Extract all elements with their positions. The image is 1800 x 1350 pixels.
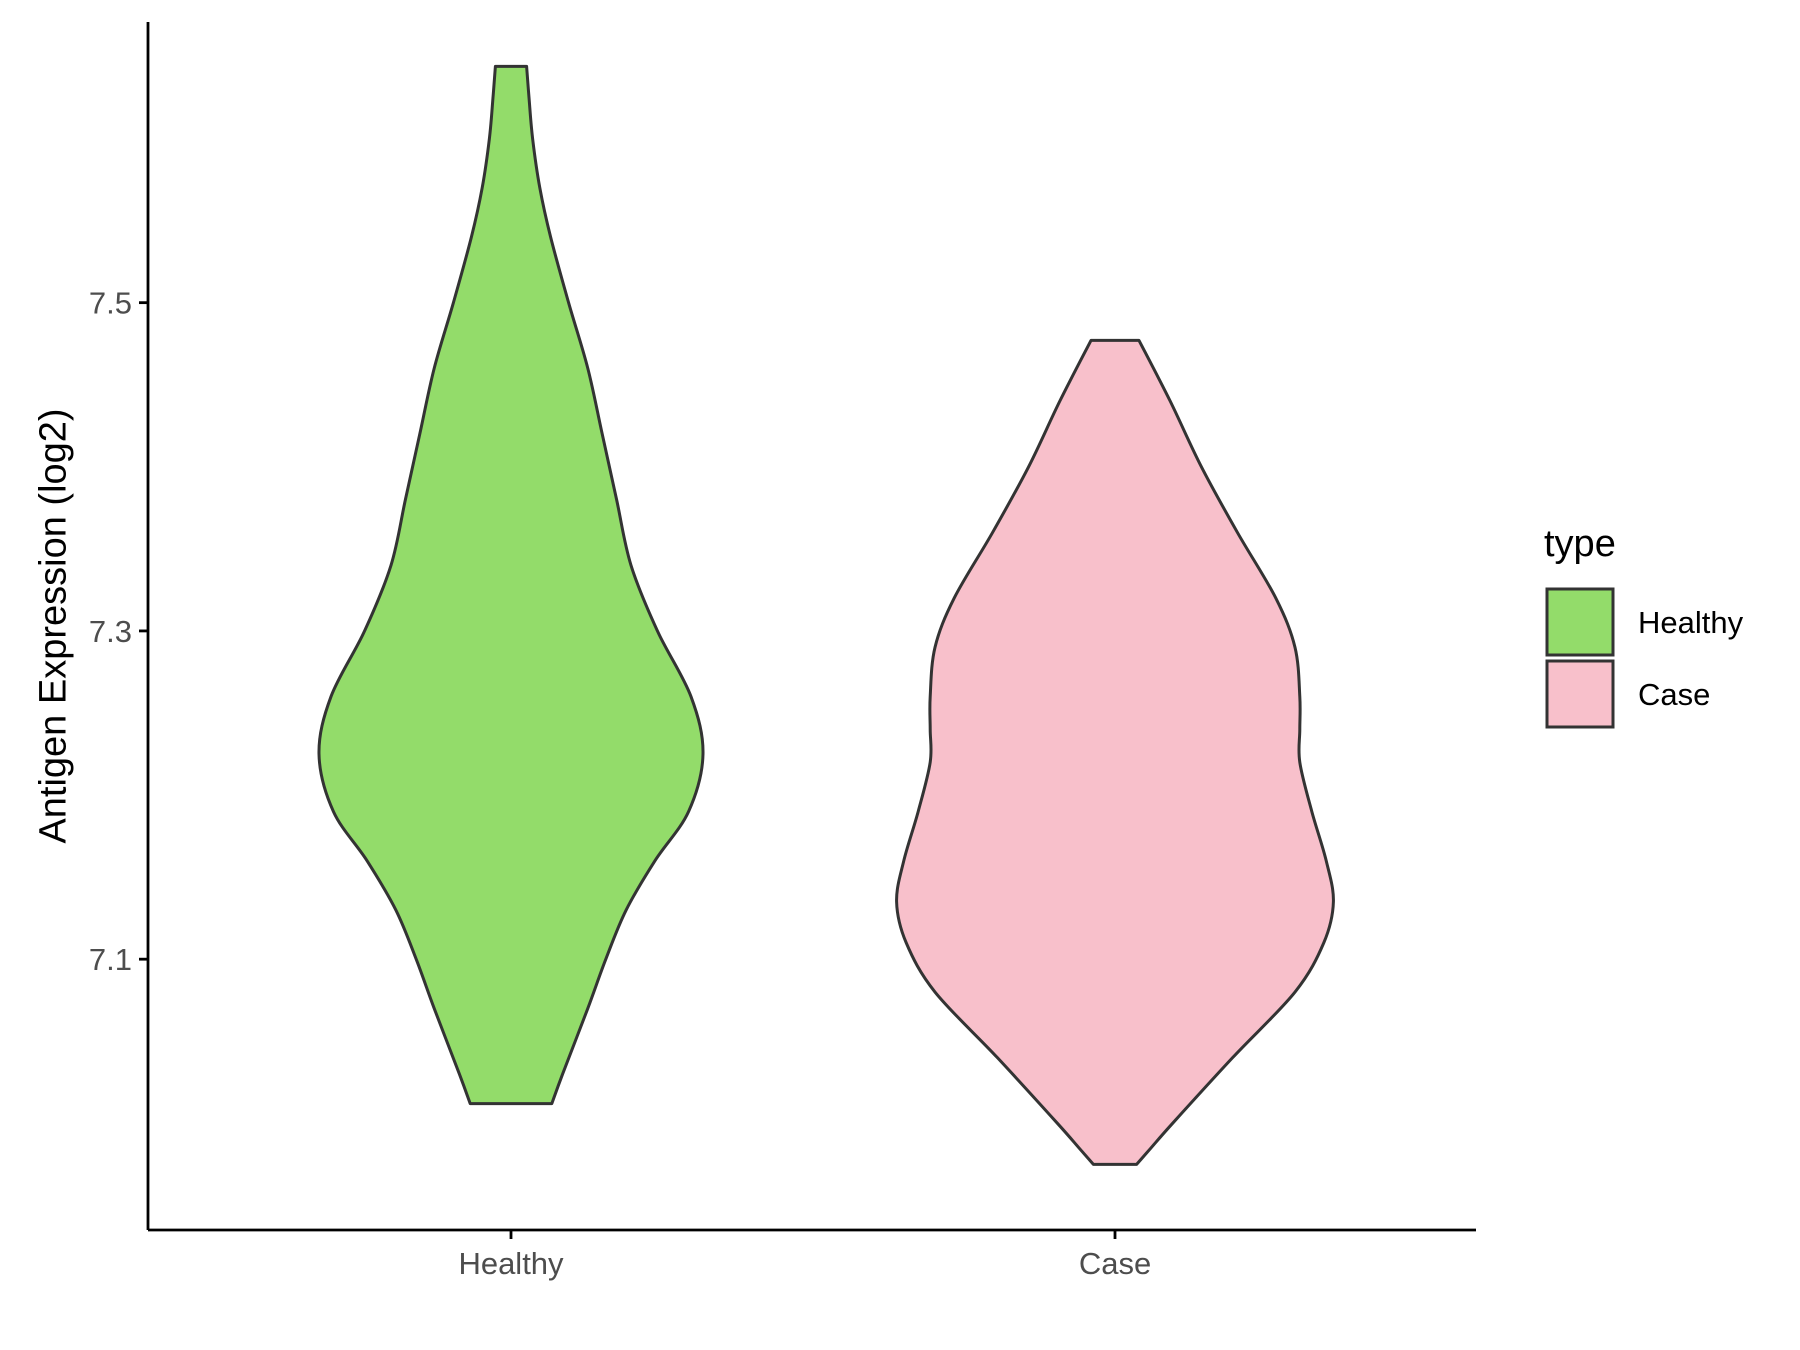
x-axis-ticks: Healthy Case [458,1230,1151,1281]
y-tick-label: 7.1 [89,942,132,977]
legend-label-healthy: Healthy [1638,605,1744,640]
legend-title: type [1544,523,1616,565]
y-tick-label: 7.3 [89,614,132,649]
legend-key-case [1545,659,1615,729]
violin-case [895,338,1335,1166]
y-tick-label: 7.5 [89,286,132,321]
legend-label-case: Case [1638,677,1710,712]
legend: type Healthy Case [1544,523,1744,729]
y-axis-title: Antigen Expression (log2) [32,408,74,843]
violin-layer [317,64,1335,1166]
violin-healthy [317,64,705,1106]
x-tick-label: Case [1079,1246,1151,1281]
legend-key-healthy [1545,587,1615,657]
y-axis-ticks: 7.1 7.3 7.5 [89,286,148,977]
x-tick-label: Healthy [458,1246,564,1281]
